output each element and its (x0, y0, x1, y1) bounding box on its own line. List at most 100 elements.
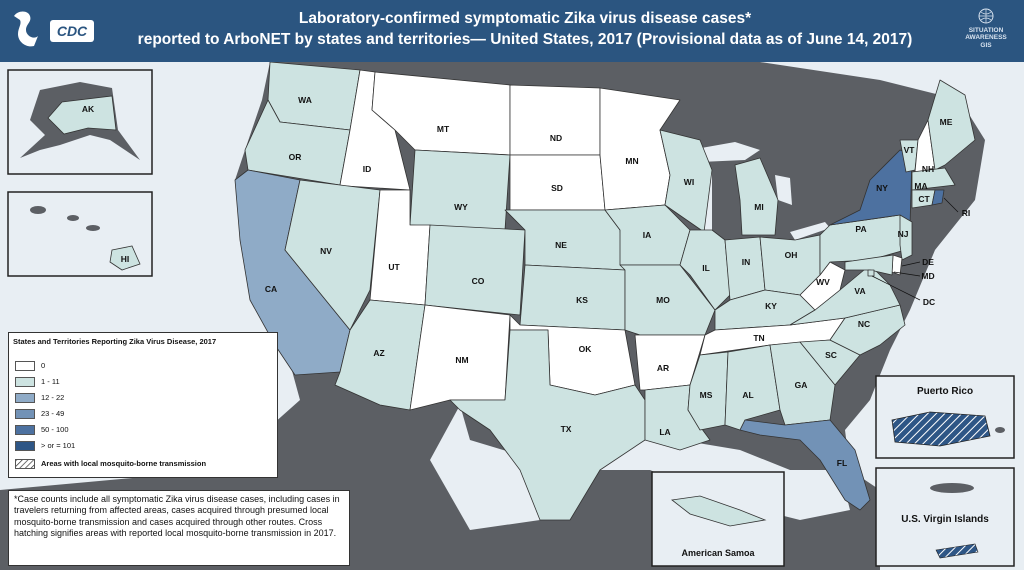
legend-swatch (15, 361, 35, 371)
title-line-1: Laboratory-confirmed symptomatic Zika vi… (298, 10, 752, 27)
legend-label: 1 - 11 (41, 377, 60, 386)
state-fl (739, 419, 871, 511)
legend-swatch (15, 409, 35, 419)
label-ar: AR (657, 363, 669, 373)
gis-line-3: GIS (980, 41, 992, 49)
label-ak: AK (82, 104, 95, 114)
label-ca: CA (265, 284, 277, 294)
gis-line-1: SITUATION (968, 26, 1004, 34)
label-vt: VT (904, 145, 916, 155)
state-il (679, 229, 731, 311)
label-dc: DC (923, 297, 935, 307)
state-md (844, 254, 894, 276)
label-ga: GA (795, 380, 808, 390)
legend-swatch (15, 441, 35, 451)
label-mt: MT (437, 124, 450, 134)
gis-line-2: AWARENESS (965, 34, 1007, 41)
label-va: VA (854, 286, 865, 296)
state-wy (409, 149, 511, 231)
label-nh: NH (922, 164, 934, 174)
label-ny: NY (876, 183, 888, 193)
lake-erie (790, 222, 830, 240)
label-wa: WA (298, 95, 312, 105)
label-nd: ND (550, 133, 562, 143)
label-fl: FL (837, 458, 847, 468)
cdc-logo-text: CDC (57, 23, 88, 39)
legend: States and Territories Reporting Zika Vi… (8, 332, 278, 478)
footnote: *Case counts include all symptomatic Zik… (8, 490, 350, 566)
label-id: ID (363, 164, 372, 174)
label-la: LA (659, 427, 670, 437)
legend-label: Areas with local mosquito-borne transmis… (41, 459, 207, 468)
label-oh: OH (785, 250, 798, 260)
label-me: ME (940, 117, 953, 127)
label-mo: MO (656, 295, 670, 305)
label-nc: NC (858, 319, 870, 329)
puerto-rico-shape (891, 411, 991, 447)
state-ma (911, 167, 956, 191)
label-mn: MN (625, 156, 638, 166)
legend-label: 12 - 22 (41, 393, 65, 402)
legend-swatch (15, 377, 35, 387)
puerto-rico-inset: Puerto Rico (875, 375, 1015, 459)
us-map: WA OR CA ID NV MT WY UT AZ CO NM ND SD N… (0, 61, 1024, 570)
label-ne: NE (555, 240, 567, 250)
title-line-2: reported to ArboNET by states and territ… (137, 31, 913, 48)
american-samoa-label: American Samoa (681, 548, 755, 558)
usvi-inset: U.S. Virgin Islands (875, 467, 1015, 567)
label-il: IL (702, 263, 710, 273)
label-nv: NV (320, 246, 332, 256)
state-labels: WA OR CA ID NV MT WY UT AZ CO NM ND SD N… (265, 95, 970, 468)
label-hi: HI (121, 254, 130, 264)
label-ma: MA (914, 181, 927, 191)
legend-label: 23 - 49 (41, 409, 65, 418)
label-or: OR (289, 152, 302, 162)
label-ms: MS (700, 390, 713, 400)
state-ny (829, 149, 913, 226)
label-ok: OK (579, 344, 593, 354)
situation-awareness-gis-logo: SITUATION AWARENESS GIS (956, 8, 1016, 49)
label-tx: TX (561, 424, 572, 434)
label-in: IN (742, 257, 751, 267)
usvi-label: U.S. Virgin Islands (901, 514, 989, 525)
label-nm: NM (455, 355, 468, 365)
puerto-rico-label: Puerto Rico (917, 386, 973, 397)
label-ks: KS (576, 295, 588, 305)
header-bar: CDC Laboratory-confirmed symptomatic Zik… (0, 0, 1024, 62)
label-ut: UT (388, 262, 400, 272)
state-wa (267, 61, 361, 131)
label-ia: IA (643, 230, 652, 240)
label-pa: PA (855, 224, 866, 234)
legend-label: 0 (41, 361, 46, 370)
lake-superior (690, 142, 760, 162)
state-nv (284, 179, 381, 331)
hhs-eagle-icon (14, 11, 38, 47)
state-nj (899, 214, 913, 261)
label-mi: MI (754, 202, 763, 212)
label-sd: SD (551, 183, 563, 193)
lake-huron (775, 175, 792, 205)
state-mi (734, 157, 779, 236)
hatch-swatch (15, 459, 35, 469)
page-title: Laboratory-confirmed symptomatic Zika vi… (110, 8, 940, 50)
legend-label: > or = 101 (41, 441, 76, 450)
globe-icon (978, 8, 994, 24)
label-co: CO (472, 276, 485, 286)
label-wy: WY (454, 202, 468, 212)
map-area: WA OR CA ID NV MT WY UT AZ CO NM ND SD N… (0, 61, 1024, 570)
label-ct: CT (918, 194, 930, 204)
label-tn: TN (753, 333, 764, 343)
american-samoa-inset: American Samoa (651, 471, 785, 567)
label-wv: WV (816, 277, 830, 287)
state-de (891, 254, 903, 276)
alaska-inset: AK (7, 69, 153, 175)
label-nj: NJ (898, 229, 909, 239)
state-ri (931, 189, 945, 206)
cdc-logo: CDC (8, 6, 100, 56)
label-ri: RI (962, 208, 971, 218)
state-co (424, 224, 526, 316)
state-ks (519, 264, 626, 331)
state-tx (449, 329, 646, 521)
legend-swatch (15, 393, 35, 403)
